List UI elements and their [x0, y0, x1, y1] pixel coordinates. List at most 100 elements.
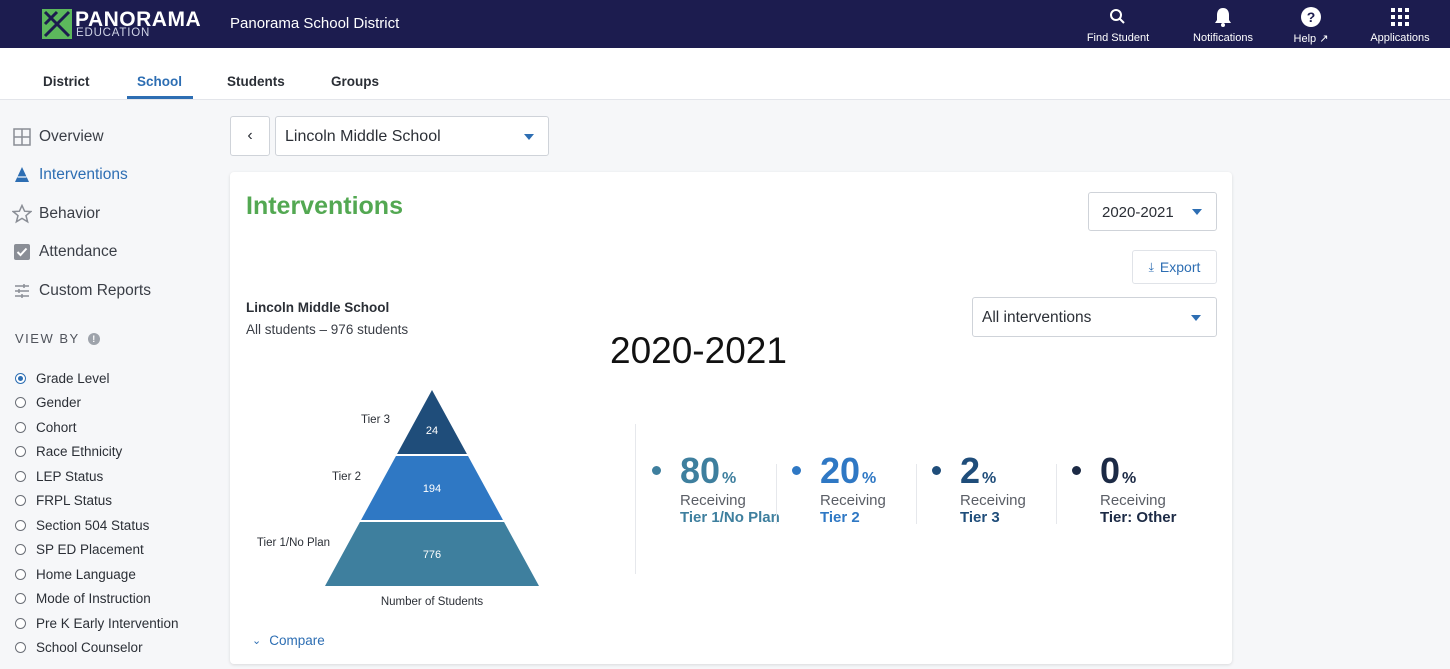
school-name-label: Lincoln Middle School [246, 300, 390, 315]
radio-button[interactable] [15, 642, 26, 653]
pyramid-tier-label: Tier 2 [332, 471, 361, 483]
view-by-option[interactable]: LEP Status [15, 467, 103, 485]
stat-divider [776, 464, 777, 524]
district-name: Panorama School District [230, 15, 400, 32]
school-select-value: Lincoln Middle School [285, 128, 441, 145]
pyramid-tier-label: Tier 1/No Plan [257, 537, 330, 549]
compare-toggle[interactable]: ⌄ Compare [252, 633, 325, 648]
tier-percent: 80% [680, 450, 736, 492]
tab-bar: District School Students Groups [0, 48, 1450, 100]
view-by-option-label: Cohort [36, 419, 77, 435]
sidebar-item-label: Attendance [39, 243, 118, 260]
tier-dot-icon [792, 466, 801, 475]
tier-percent-value: 0 [1100, 450, 1121, 491]
export-button[interactable]: ⤓ Export [1132, 250, 1217, 284]
tier-percent: 20% [820, 450, 876, 492]
students-summary: All students – 976 students [246, 322, 409, 337]
brand-subtitle: EDUCATION [76, 27, 151, 39]
view-by-option-label: Home Language [36, 566, 136, 582]
view-by-option[interactable]: School Counselor [15, 639, 143, 657]
radio-button[interactable] [15, 372, 26, 384]
sidebar-item-label: Custom Reports [39, 282, 151, 299]
radio-button[interactable] [15, 397, 26, 408]
view-by-option-label: FRPL Status [36, 493, 113, 508]
find-student-button[interactable]: Find Student [1080, 4, 1156, 46]
tier-pyramid-chart: 24 Tier 3 194 Tier 2 776 Tier 1/No Plan Number… [257, 390, 539, 608]
tier-dot-icon [1072, 466, 1081, 475]
tab-students[interactable]: Students [227, 74, 285, 89]
view-by-label: VIEW BY [15, 331, 80, 346]
radio-button[interactable] [15, 617, 26, 629]
help-button[interactable]: ? Help ↗ [1286, 4, 1336, 46]
interventions-card: Interventions 2020-2021 ⤓ Export All int… [230, 172, 1232, 664]
chevron-down-icon: ⌄ [252, 635, 262, 647]
top-bar: PANORAMA EDUCATION Panorama School Distr… [0, 0, 1450, 48]
help-label: Help [1293, 33, 1317, 45]
sidebar-item-behavior[interactable]: Behavior [12, 202, 100, 226]
tier-dot-icon [932, 466, 941, 475]
sliders-icon [15, 284, 29, 298]
tier-percent-unit: % [1122, 470, 1137, 487]
view-by-option[interactable]: Home Language [15, 565, 136, 583]
svg-text:?: ? [1307, 9, 1316, 25]
sidebar-item-label: Overview [39, 128, 104, 145]
notifications-button[interactable]: Notifications [1184, 4, 1262, 46]
radio-button[interactable] [15, 519, 26, 531]
view-by-option-label: LEP Status [36, 468, 104, 484]
view-by-option-label: Gender [36, 395, 82, 410]
tab-school[interactable]: School [137, 74, 183, 89]
back-button[interactable]: ‹ [230, 116, 270, 156]
card-title: Interventions [246, 192, 403, 220]
pyramid-value-label: 194 [423, 483, 441, 495]
info-icon[interactable]: ! [87, 332, 100, 345]
pyramid-tier-segment[interactable] [361, 456, 503, 520]
find-student-label: Find Student [1086, 32, 1150, 44]
sidebar-item-label: Behavior [39, 205, 101, 222]
year-select[interactable]: 2020-2021 [1088, 192, 1217, 231]
view-by-option[interactable]: FRPL Status [15, 492, 112, 510]
view-by-option[interactable]: Gender [15, 394, 81, 412]
export-label: Export [1159, 259, 1201, 275]
tier-percent-value: 80 [680, 450, 721, 491]
tab-groups[interactable]: Groups [331, 74, 380, 89]
pyramid-tier-segment[interactable] [325, 522, 539, 586]
school-select[interactable]: Lincoln Middle School [275, 116, 549, 156]
receiving-label: Receiving [1100, 492, 1166, 509]
radio-button[interactable] [15, 446, 26, 457]
sidebar-item-interventions[interactable]: Interventions [12, 163, 128, 187]
panorama-logo[interactable]: PANORAMA EDUCATION [42, 8, 212, 41]
receiving-label: Receiving [680, 492, 746, 509]
radio-button[interactable] [15, 544, 26, 555]
radio-button[interactable] [15, 568, 26, 580]
radio-button[interactable] [15, 470, 26, 482]
interventions-filter-value: All interventions [982, 309, 1092, 326]
sidebar-item-custom-reports[interactable]: Custom Reports [12, 279, 151, 303]
tier-name: Tier: Other [1100, 509, 1177, 526]
view-by-option[interactable]: Mode of Instruction [15, 590, 151, 608]
view-by-option[interactable]: SP ED Placement [15, 541, 144, 559]
pyramid-icon [15, 167, 29, 182]
radio-button[interactable] [15, 593, 26, 604]
radio-button[interactable] [15, 495, 26, 506]
view-by-option[interactable]: Cohort [15, 418, 77, 436]
year-select-value: 2020-2021 [1102, 204, 1174, 221]
sidebar-item-attendance[interactable]: Attendance [12, 240, 117, 264]
interventions-filter-select[interactable]: All interventions [972, 297, 1217, 337]
radio-button[interactable] [15, 421, 26, 433]
tier-percent: 0% [1100, 450, 1136, 492]
applications-button[interactable]: Applications [1362, 4, 1438, 46]
view-by-option[interactable]: Section 504 Status [15, 516, 149, 534]
view-by-option[interactable]: Pre K Early Intervention [15, 614, 179, 632]
sidebar-item-overview[interactable]: Overview [12, 125, 104, 149]
tab-district[interactable]: District [43, 74, 90, 89]
search-icon [1110, 9, 1125, 24]
chevron-down-icon [1191, 315, 1201, 321]
tier-name: Tier 3 [960, 509, 1000, 526]
view-by-option-label: Section 504 Status [36, 517, 150, 533]
bell-icon [1215, 8, 1231, 27]
checkbox-icon [14, 244, 30, 260]
view-by-option[interactable]: Grade Level [15, 369, 110, 387]
pyramid-tier-segment[interactable] [397, 390, 467, 454]
active-tab-indicator [127, 96, 193, 99]
view-by-option[interactable]: Race Ethnicity [15, 443, 122, 461]
